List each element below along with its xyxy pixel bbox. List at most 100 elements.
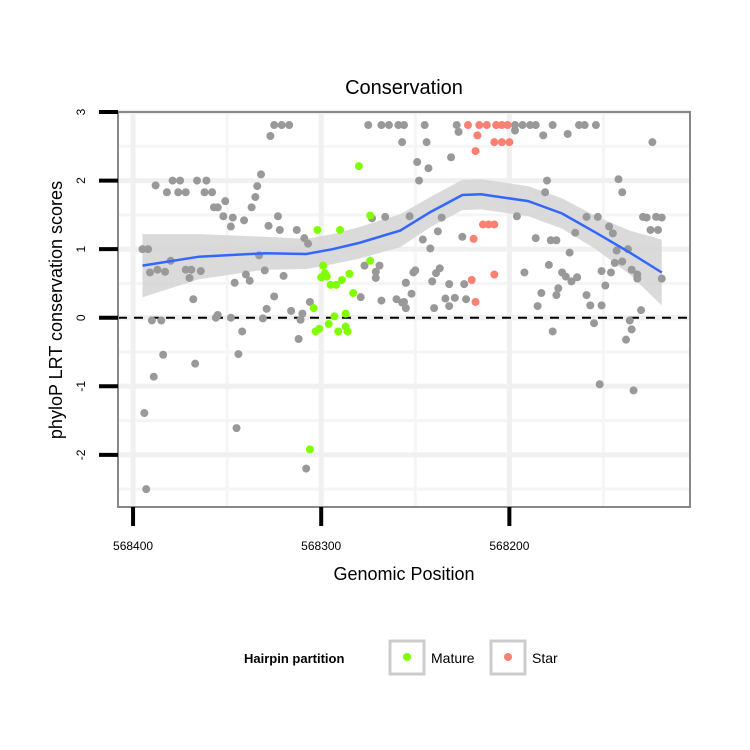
legend-label-star: Star	[532, 650, 558, 666]
point-other	[422, 138, 431, 147]
x-tick-label: 568300	[301, 539, 341, 553]
point-other	[305, 297, 314, 306]
point-other	[637, 306, 646, 315]
point-other	[304, 239, 313, 248]
point-other	[407, 289, 416, 298]
point-mature	[322, 272, 331, 281]
point-other	[168, 176, 177, 185]
point-other	[260, 266, 269, 275]
point-other	[211, 313, 220, 322]
point-other	[234, 350, 243, 359]
point-other	[185, 273, 194, 282]
point-other	[142, 485, 151, 494]
point-other	[202, 176, 211, 185]
point-other	[552, 291, 561, 300]
point-other	[364, 121, 373, 130]
point-other	[605, 222, 614, 231]
point-other	[238, 327, 247, 336]
x-axis: 568400 568300 568200	[113, 507, 530, 553]
data-points	[138, 121, 666, 494]
point-other	[445, 302, 454, 311]
point-other	[149, 372, 158, 381]
point-other	[546, 236, 555, 245]
point-star	[484, 220, 493, 229]
legend-star-swatch	[504, 653, 512, 661]
point-other	[606, 268, 615, 277]
point-other	[405, 212, 414, 221]
point-other	[296, 315, 305, 324]
point-other	[245, 276, 254, 285]
y-tick-label: -1	[74, 381, 88, 392]
point-other	[208, 188, 217, 197]
point-other	[571, 228, 580, 237]
point-other	[371, 267, 380, 276]
legend: Hairpin partition Mature Star	[244, 639, 558, 676]
point-other	[193, 176, 202, 185]
confidence-band	[142, 179, 662, 306]
point-other	[424, 164, 433, 173]
point-other	[460, 280, 469, 289]
point-mature	[330, 312, 339, 321]
point-other	[292, 225, 301, 234]
point-other	[426, 244, 435, 253]
point-mature	[305, 445, 314, 454]
point-other	[418, 235, 427, 244]
point-other	[574, 121, 583, 130]
point-other	[257, 170, 265, 179]
point-other	[433, 227, 442, 236]
point-other	[552, 236, 561, 245]
point-star	[490, 270, 499, 279]
point-other	[262, 304, 271, 313]
y-tick-label: 0	[74, 314, 88, 321]
point-other	[270, 121, 279, 130]
point-other	[452, 121, 461, 130]
point-other	[445, 280, 454, 289]
point-other	[518, 121, 527, 130]
point-other	[582, 212, 591, 221]
point-other	[371, 273, 380, 282]
legend-label-mature: Mature	[431, 650, 475, 666]
point-other	[413, 158, 422, 167]
y-tick-label: 2	[74, 177, 88, 184]
point-other	[153, 265, 162, 274]
point-star	[473, 131, 482, 140]
point-other	[277, 121, 286, 130]
point-mature	[354, 162, 363, 171]
smooth-line	[142, 193, 663, 274]
y-axis: -2 -1 0 1 2 3	[74, 108, 118, 460]
point-other	[230, 278, 239, 287]
point-other	[567, 277, 576, 286]
point-other	[554, 284, 563, 293]
point-star	[475, 121, 484, 130]
point-other	[531, 121, 540, 130]
point-other	[573, 273, 582, 282]
point-mature	[345, 269, 354, 278]
point-star	[482, 121, 491, 130]
point-mature	[341, 309, 350, 318]
point-other	[253, 182, 262, 191]
point-other	[187, 265, 196, 274]
point-mature	[366, 256, 375, 265]
point-other	[511, 126, 520, 135]
point-other	[401, 278, 410, 287]
point-other	[618, 257, 627, 266]
point-other	[411, 266, 420, 275]
point-other	[541, 188, 550, 197]
point-other	[591, 121, 600, 130]
point-other	[593, 212, 602, 221]
point-other	[181, 265, 190, 274]
point-mature	[309, 304, 318, 313]
point-mature	[366, 211, 375, 220]
point-mature	[337, 276, 346, 285]
point-other	[629, 386, 638, 395]
point-other	[400, 121, 408, 130]
point-other	[275, 225, 284, 234]
point-star	[497, 121, 506, 130]
point-other	[191, 359, 200, 368]
point-mature	[326, 280, 335, 289]
point-other	[226, 313, 235, 322]
point-other	[221, 197, 230, 206]
point-other	[458, 232, 467, 241]
point-other	[512, 212, 521, 221]
point-other	[454, 127, 463, 136]
